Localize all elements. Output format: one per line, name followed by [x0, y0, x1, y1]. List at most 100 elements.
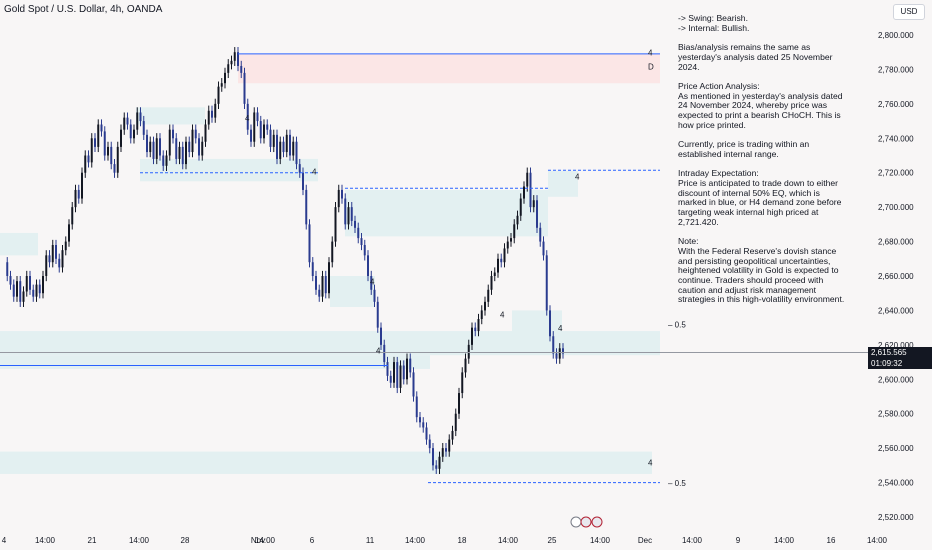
y-tick-label: 2,540.000: [878, 479, 914, 488]
candle-body: [298, 164, 301, 173]
candle-body: [458, 393, 460, 414]
candle-body: [81, 172, 83, 199]
x-tick-label: 4: [2, 536, 7, 545]
x-tick-label: 14:00: [129, 536, 150, 545]
candle-body: [25, 276, 28, 292]
x-tick-label: 16: [827, 536, 836, 545]
candle-body: [422, 422, 425, 428]
candle-body: [311, 262, 314, 276]
y-tick-label: 2,780.000: [878, 65, 914, 74]
eq-label: – 0.5: [668, 479, 686, 488]
zone-label: 4: [648, 458, 653, 467]
candle-body: [419, 417, 421, 423]
candle-body: [328, 262, 330, 294]
candle-body: [461, 372, 464, 394]
candle-body: [474, 327, 477, 332]
candle-body: [149, 141, 152, 153]
x-tick-label: 9: [736, 536, 741, 545]
candle-body: [64, 241, 67, 251]
candle-body: [181, 146, 184, 165]
candle-body: [38, 284, 41, 294]
candle-body: [9, 276, 12, 285]
candle-body: [282, 141, 285, 153]
candle-body: [6, 262, 9, 276]
x-tick-label: 14:00: [867, 536, 888, 545]
candle-body: [347, 207, 350, 225]
candle-body: [103, 131, 106, 156]
candle-body: [389, 375, 392, 383]
candle-body: [90, 138, 93, 163]
event-icons[interactable]: [570, 516, 603, 528]
candle-body: [315, 276, 317, 290]
candle-body: [113, 164, 116, 173]
candle-body: [406, 358, 408, 380]
candle-body: [357, 227, 360, 239]
y-tick-label: 2,680.000: [878, 238, 914, 247]
zone-label: 4: [575, 173, 580, 182]
candle-body: [308, 224, 311, 263]
candle-body: [120, 129, 122, 147]
candle-body: [402, 365, 405, 380]
candle-body: [74, 189, 77, 208]
candle-body: [383, 344, 386, 363]
note-paragraph: Price Action Analysis: As mentioned in y…: [678, 80, 843, 130]
candle-body: [370, 276, 373, 290]
x-tick-label: 14:00: [255, 536, 276, 545]
last-price: 2,615.565: [871, 348, 907, 357]
candle-body: [68, 224, 70, 242]
y-tick-label: 2,800.000: [878, 31, 914, 40]
bar-countdown: 01:09:32: [871, 359, 903, 368]
candle-body: [516, 215, 519, 225]
y-tick-label: 2,700.000: [878, 203, 914, 212]
candle-body: [237, 52, 239, 66]
candle-body: [386, 362, 389, 376]
candle-body: [425, 427, 428, 440]
candle-body: [266, 124, 269, 130]
currency-button[interactable]: USD: [893, 4, 925, 20]
y-tick-label: 2,520.000: [878, 513, 914, 522]
candle-body: [399, 365, 402, 388]
x-tick-label: 6: [310, 536, 315, 545]
us-flag-icon[interactable]: [591, 516, 603, 528]
candle-body: [393, 362, 395, 383]
candle-body: [321, 276, 324, 297]
x-tick-label: 28: [181, 536, 190, 545]
note-paragraph: -> Swing: Bearish. -> Internal: Bullish.: [678, 13, 750, 33]
candle-body: [360, 238, 363, 246]
candle-body: [295, 141, 298, 165]
candle-body: [451, 430, 454, 440]
candle-body: [168, 129, 171, 156]
analysis-notes: -> Swing: Bearish. -> Internal: Bullish.…: [678, 13, 846, 315]
candle-body: [354, 220, 356, 228]
candle-body: [42, 276, 44, 294]
candle-body: [324, 276, 327, 294]
zone-label: 4: [370, 278, 375, 287]
note-paragraph: Intraday Expectation: Price is anticipat…: [678, 168, 842, 227]
candle-body: [552, 336, 555, 354]
x-tick-label: 21: [88, 536, 97, 545]
candle-body: [230, 60, 233, 65]
x-tick-label: 14:00: [774, 536, 795, 545]
candles-layer: [6, 47, 564, 474]
y-tick-label: 2,620.000: [878, 341, 914, 350]
candle-body: [500, 258, 503, 263]
candle-body: [305, 189, 308, 225]
zone-labels-layer: – 0.5 – 0.5 4 D 4 4 4 4 4 4 4 4: [245, 49, 686, 488]
candle-body: [285, 134, 288, 153]
candle-body: [302, 172, 304, 190]
last-price-tag: 2,615.565 01:09:32: [868, 347, 932, 369]
candle-body: [136, 112, 139, 130]
y-tick-label: 2,720.000: [878, 169, 914, 178]
candle-body: [523, 186, 525, 199]
candle-body: [217, 86, 220, 104]
candle-body: [97, 124, 100, 147]
candle-body: [48, 255, 51, 263]
candle-body: [334, 207, 337, 242]
us-flag-icon[interactable]: [580, 516, 592, 528]
candle-body: [133, 129, 135, 139]
levels-layer: [0, 53, 868, 484]
event-icon[interactable]: [570, 516, 582, 528]
candle-body: [198, 138, 200, 156]
